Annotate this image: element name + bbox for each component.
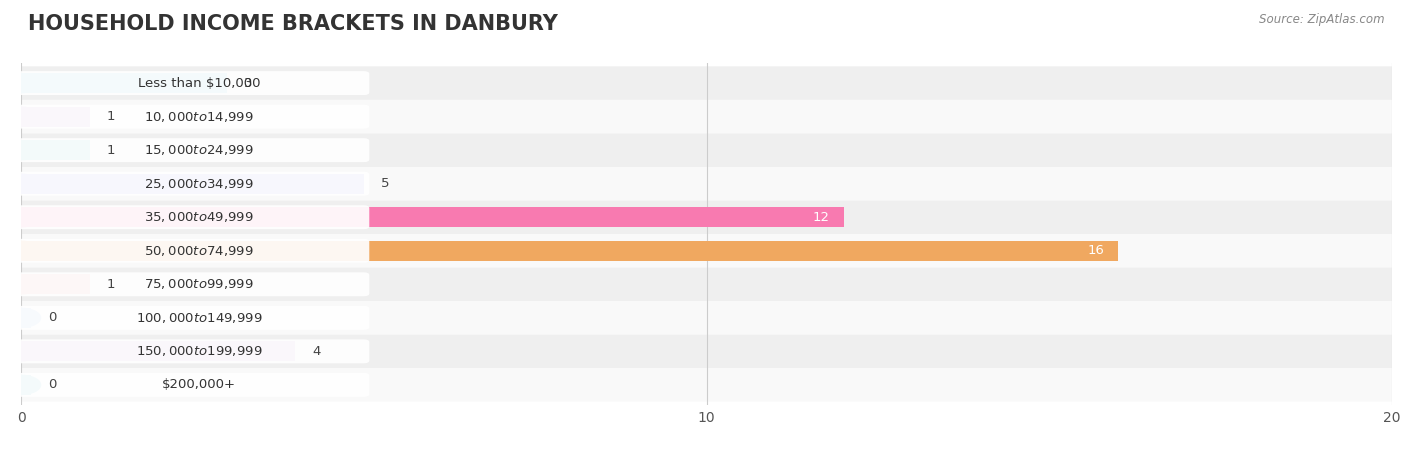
- FancyBboxPatch shape: [15, 239, 370, 263]
- Circle shape: [1, 208, 41, 227]
- Text: $15,000 to $24,999: $15,000 to $24,999: [145, 143, 254, 157]
- Text: $200,000+: $200,000+: [162, 378, 236, 392]
- Circle shape: [1, 107, 41, 126]
- Bar: [21, 107, 90, 127]
- Bar: [21, 140, 90, 160]
- FancyBboxPatch shape: [21, 301, 1392, 335]
- Circle shape: [1, 375, 41, 395]
- Bar: [21, 241, 1118, 261]
- Text: $75,000 to $99,999: $75,000 to $99,999: [145, 277, 254, 291]
- Text: $50,000 to $74,999: $50,000 to $74,999: [145, 244, 254, 258]
- FancyBboxPatch shape: [15, 306, 370, 330]
- Text: $35,000 to $49,999: $35,000 to $49,999: [145, 210, 254, 224]
- Text: 0: 0: [48, 311, 56, 324]
- Text: 1: 1: [107, 110, 115, 123]
- FancyBboxPatch shape: [15, 272, 370, 296]
- Bar: [21, 308, 31, 328]
- Text: 16: 16: [1087, 244, 1104, 257]
- Text: 5: 5: [381, 177, 389, 190]
- Text: $100,000 to $149,999: $100,000 to $149,999: [136, 311, 263, 325]
- FancyBboxPatch shape: [15, 373, 370, 397]
- FancyBboxPatch shape: [21, 335, 1392, 368]
- FancyBboxPatch shape: [15, 339, 370, 363]
- Text: $10,000 to $14,999: $10,000 to $14,999: [145, 110, 254, 124]
- FancyBboxPatch shape: [21, 234, 1392, 268]
- Circle shape: [1, 73, 41, 93]
- Circle shape: [1, 308, 41, 328]
- FancyBboxPatch shape: [21, 100, 1392, 133]
- FancyBboxPatch shape: [21, 368, 1392, 402]
- FancyBboxPatch shape: [21, 167, 1392, 200]
- Bar: [21, 341, 295, 361]
- Text: 1: 1: [107, 278, 115, 291]
- FancyBboxPatch shape: [15, 205, 370, 229]
- FancyBboxPatch shape: [21, 66, 1392, 100]
- FancyBboxPatch shape: [15, 172, 370, 196]
- Text: 4: 4: [312, 345, 321, 358]
- Text: 12: 12: [813, 211, 830, 224]
- Circle shape: [1, 241, 41, 260]
- Bar: [21, 375, 31, 395]
- Bar: [21, 274, 90, 294]
- Text: 3: 3: [243, 76, 252, 90]
- FancyBboxPatch shape: [21, 133, 1392, 167]
- FancyBboxPatch shape: [15, 71, 370, 95]
- Text: $150,000 to $199,999: $150,000 to $199,999: [136, 344, 263, 358]
- Text: Less than $10,000: Less than $10,000: [138, 76, 260, 90]
- Text: HOUSEHOLD INCOME BRACKETS IN DANBURY: HOUSEHOLD INCOME BRACKETS IN DANBURY: [28, 14, 558, 33]
- Text: Source: ZipAtlas.com: Source: ZipAtlas.com: [1260, 14, 1385, 27]
- Circle shape: [1, 342, 41, 361]
- Circle shape: [1, 275, 41, 294]
- Bar: [21, 174, 364, 194]
- FancyBboxPatch shape: [21, 200, 1392, 234]
- Text: 1: 1: [107, 144, 115, 157]
- Bar: [21, 207, 844, 227]
- Text: $25,000 to $34,999: $25,000 to $34,999: [145, 177, 254, 191]
- FancyBboxPatch shape: [15, 138, 370, 162]
- FancyBboxPatch shape: [15, 105, 370, 129]
- Text: 0: 0: [48, 378, 56, 392]
- Bar: [21, 73, 226, 93]
- Circle shape: [1, 140, 41, 160]
- FancyBboxPatch shape: [21, 268, 1392, 301]
- Circle shape: [1, 174, 41, 193]
